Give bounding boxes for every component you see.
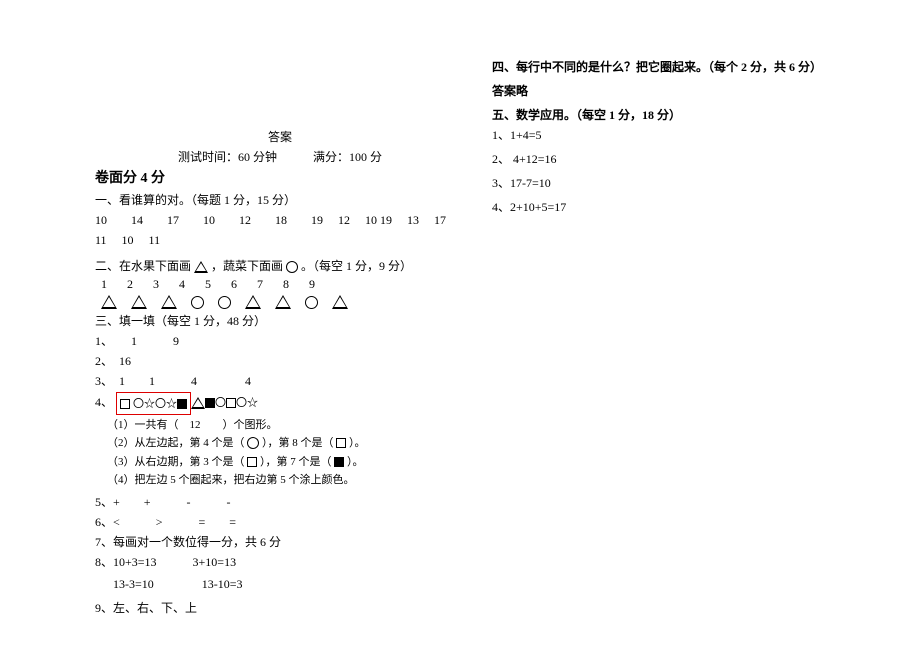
q2-n2: 2 — [127, 277, 133, 292]
triangle-icon — [101, 295, 117, 309]
q5-a1: 1、1+4=5 — [492, 126, 842, 144]
q3-s4: （4）把左边 5 个圈起来，把右边第 5 个涂上颜色。 — [107, 472, 465, 489]
q2-title-c: 。（每空 1 分，9 分） — [301, 259, 412, 273]
q2-nums: 1 2 3 4 5 6 7 8 9 — [101, 277, 465, 292]
q3-l1: 1、 1 9 — [95, 332, 465, 350]
time-label: 测试时间：60 分钟 — [178, 150, 277, 164]
q3-s2c: ）。 — [349, 437, 366, 449]
triangle-icon — [191, 397, 205, 409]
q2-n4: 4 — [179, 277, 185, 292]
q3-l9: 9、左、右、下、上 — [95, 599, 465, 617]
q3-l7: 7、每画对一个数位得一分，共 6 分 — [95, 533, 465, 551]
triangle-icon — [194, 261, 208, 273]
q3-s2b: ），第 8 个是（ — [262, 437, 334, 449]
cover-score: 卷面分 4 分 — [95, 168, 465, 189]
filled-square-icon — [177, 399, 187, 409]
q1-row2: 11 10 11 — [95, 231, 465, 249]
q4-ans: 答案略 — [492, 82, 842, 100]
q2-n3: 3 — [153, 277, 159, 292]
q3-l8: 8、10+3=13 3+10=13 — [95, 553, 465, 571]
q3-s1: （1）一共有（ 12 ）个图形。 — [107, 417, 465, 434]
q2-n9: 9 — [309, 277, 315, 292]
left-column: 答案 测试时间：60 分钟 满分：100 分 卷面分 4 分 一、看谁算的对。（… — [95, 128, 465, 619]
triangle-icon — [245, 295, 261, 309]
circle-icon — [191, 296, 204, 309]
q4-title: 四、每行中不同的是什么？把它圈起来。（每个 2 分，共 6 分） — [492, 58, 842, 76]
q3-l4-pre: 4、 — [95, 395, 113, 409]
triangle-icon — [332, 295, 348, 309]
right-column: 四、每行中不同的是什么？把它圈起来。（每个 2 分，共 6 分） 答案略 五、数… — [492, 58, 842, 218]
q2-n6: 6 — [231, 277, 237, 292]
q2-n5: 5 — [205, 277, 211, 292]
q2-title-a: 二、在水果下面画 — [95, 259, 191, 273]
q3-title: 三、填一填（每空 1 分，48 分） — [95, 312, 465, 330]
test-info: 测试时间：60 分钟 满分：100 分 — [95, 148, 465, 166]
circle-icon — [305, 296, 318, 309]
q2-n1: 1 — [101, 277, 107, 292]
circle-icon — [218, 296, 231, 309]
square-icon — [247, 457, 257, 467]
shape-sequence-box: 〇☆〇☆ — [116, 392, 191, 415]
q2-title: 二、在水果下面画 ，蔬菜下面画 。（每空 1 分，9 分） — [95, 257, 465, 275]
q5-a4: 4、2+10+5=17 — [492, 198, 842, 216]
q3-l3: 3、 1 1 4 4 — [95, 372, 465, 390]
full-label: 满分：100 分 — [313, 150, 382, 164]
q3-s2a: （2）从左边起，第 4 个是（ — [107, 437, 245, 449]
circle-icon — [247, 437, 259, 449]
q1-row1: 10 14 17 10 12 18 19 12 10 19 13 17 — [95, 211, 465, 229]
q3-s3c: ）。 — [347, 456, 364, 468]
q3-s2: （2）从左边起，第 4 个是（ ），第 8 个是（ ）。 — [107, 435, 465, 452]
q2-n7: 7 — [257, 277, 263, 292]
triangle-icon — [131, 295, 147, 309]
square-icon — [226, 398, 236, 408]
q5-a3: 3、17-7=10 — [492, 174, 842, 192]
q3-l5: 5、+ + - - — [95, 493, 465, 511]
q3-s3b: ），第 7 个是（ — [260, 456, 332, 468]
q3-l6: 6、< > = = — [95, 513, 465, 531]
q3-l4: 4、 〇☆〇☆ 〇〇☆ — [95, 392, 465, 415]
q5-title: 五、数学应用。（每空 1 分，18 分） — [492, 106, 842, 124]
triangle-icon — [275, 295, 291, 309]
q3-s3a: （3）从右边期，第 3 个是（ — [107, 456, 245, 468]
q3-l8b: 13-3=10 13-10=3 — [113, 575, 465, 593]
circle-icon — [286, 261, 298, 273]
q5-a2: 2、 4+12=16 — [492, 150, 842, 168]
filled-square-icon — [205, 398, 215, 408]
answer-label: 答案 — [95, 128, 465, 146]
filled-square-icon — [334, 457, 344, 467]
square-icon — [336, 438, 346, 448]
square-icon — [120, 399, 130, 409]
q3-l2: 2、 16 — [95, 352, 465, 370]
triangle-icon — [161, 295, 177, 309]
q3-s3: （3）从右边期，第 3 个是（ ），第 7 个是（ ）。 — [107, 454, 465, 471]
q1-title: 一、看谁算的对。（每题 1 分，15 分） — [95, 191, 465, 209]
q2-shapes — [101, 295, 465, 309]
q2-n8: 8 — [283, 277, 289, 292]
q2-title-b: ，蔬菜下面画 — [211, 259, 283, 273]
